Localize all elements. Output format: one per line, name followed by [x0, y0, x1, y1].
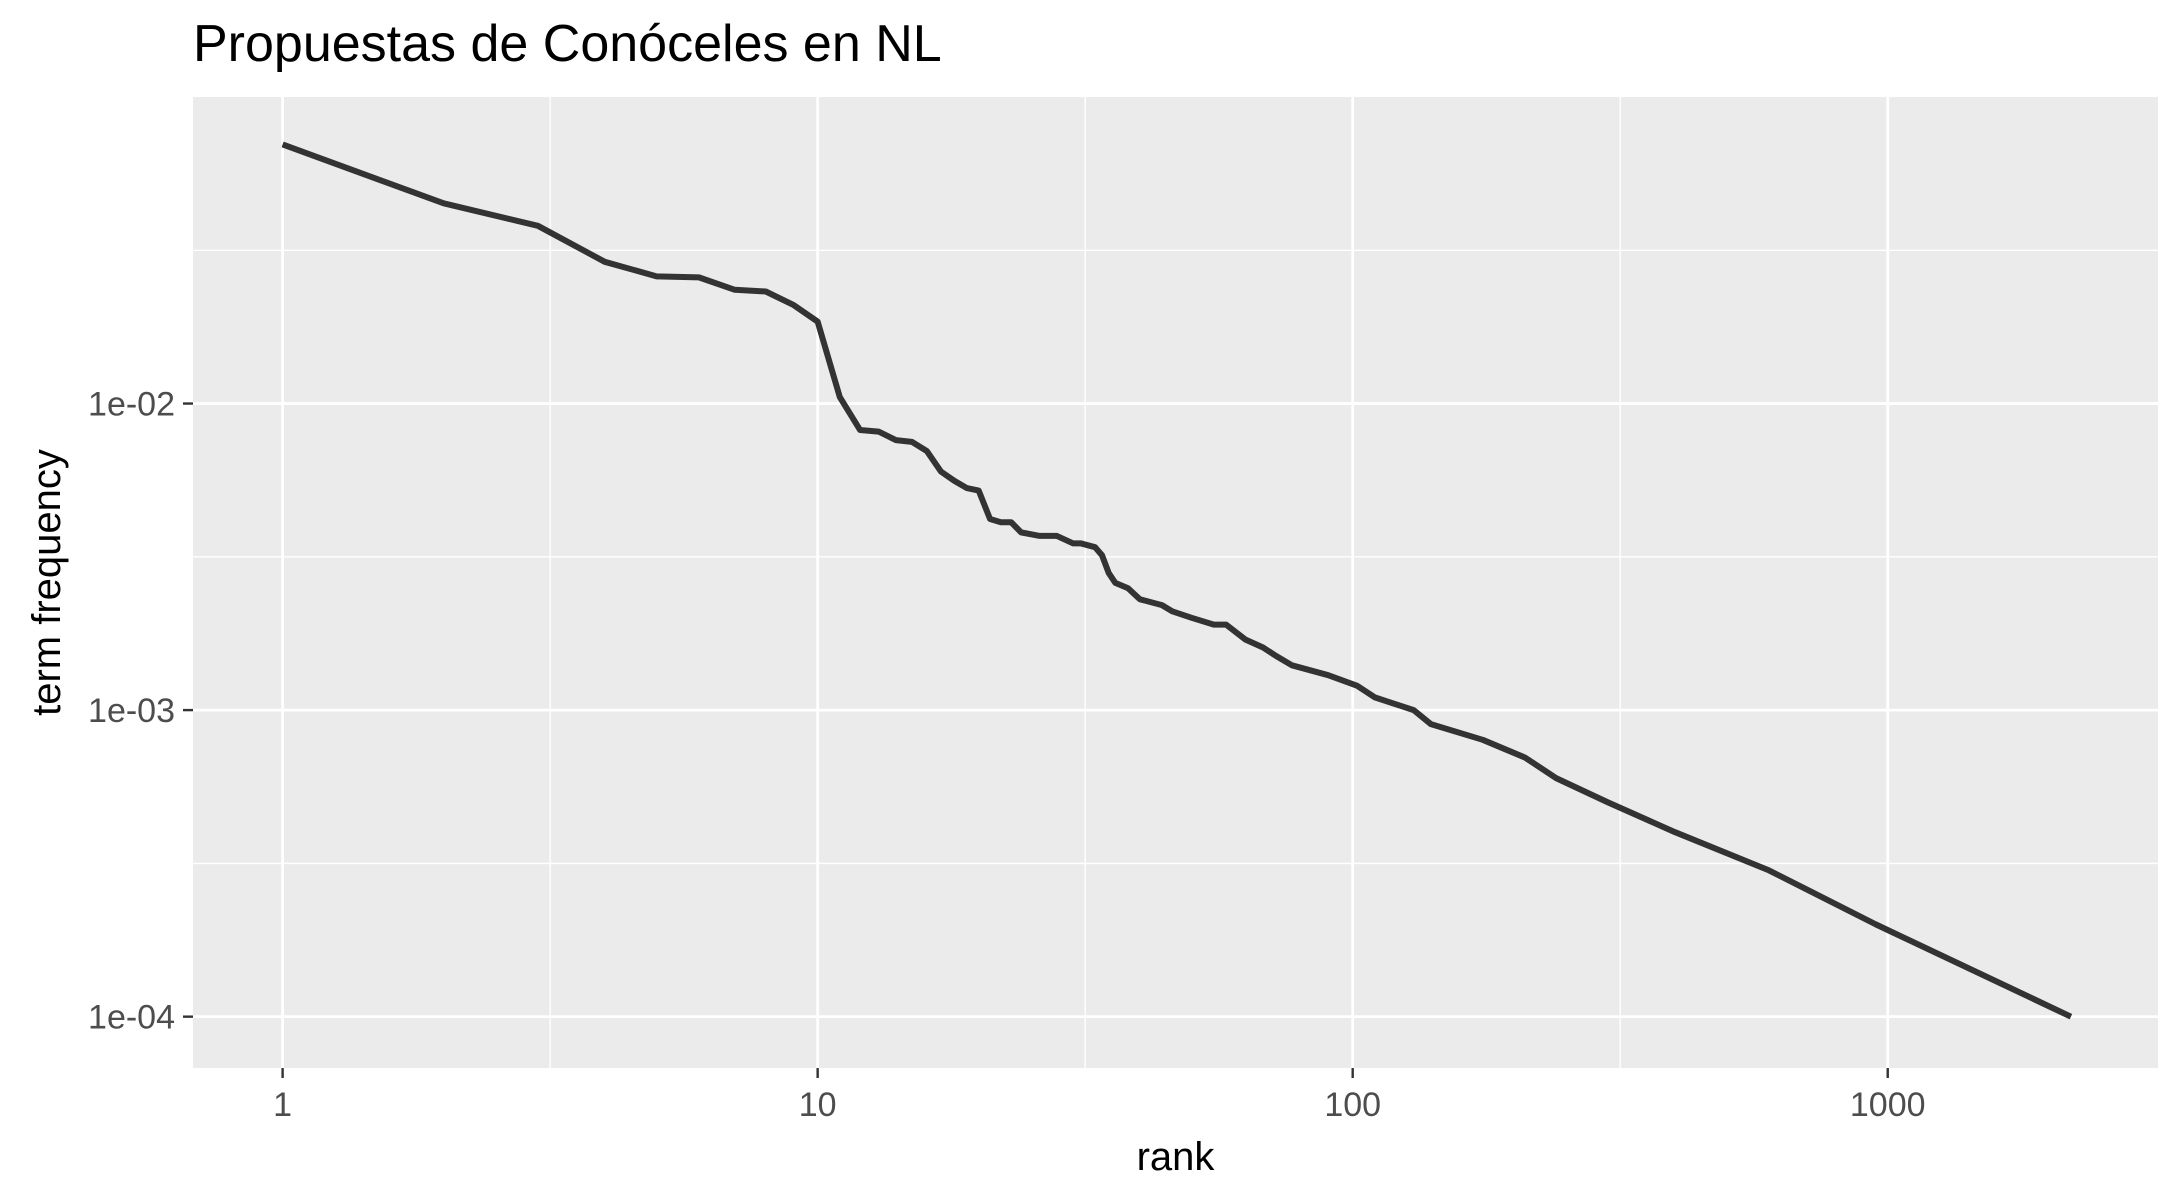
y-tick-label: 1e-02 [88, 386, 175, 424]
x-tick-label: 1 [273, 1086, 292, 1124]
x-tick-label: 1000 [1850, 1086, 1926, 1124]
y-axis-ticks: 1e-02 1e-03 1e-04 [88, 386, 193, 1037]
minor-gridlines [193, 97, 2158, 1068]
chart-title: Propuestas de Conóceles en NL [193, 15, 942, 73]
y-tick-label: 1e-04 [88, 999, 175, 1037]
major-gridlines [193, 97, 2158, 1068]
y-tick-label: 1e-03 [88, 692, 175, 730]
plot-panel [193, 97, 2158, 1068]
x-axis-ticks: 1 10 100 1000 [273, 1068, 1926, 1124]
x-tick-label: 100 [1324, 1086, 1381, 1124]
y-axis-title: term frequency [25, 449, 69, 716]
term-frequency-line [281, 141, 2073, 1020]
x-axis-title: rank [1137, 1135, 1216, 1179]
x-tick-label: 10 [799, 1086, 837, 1124]
